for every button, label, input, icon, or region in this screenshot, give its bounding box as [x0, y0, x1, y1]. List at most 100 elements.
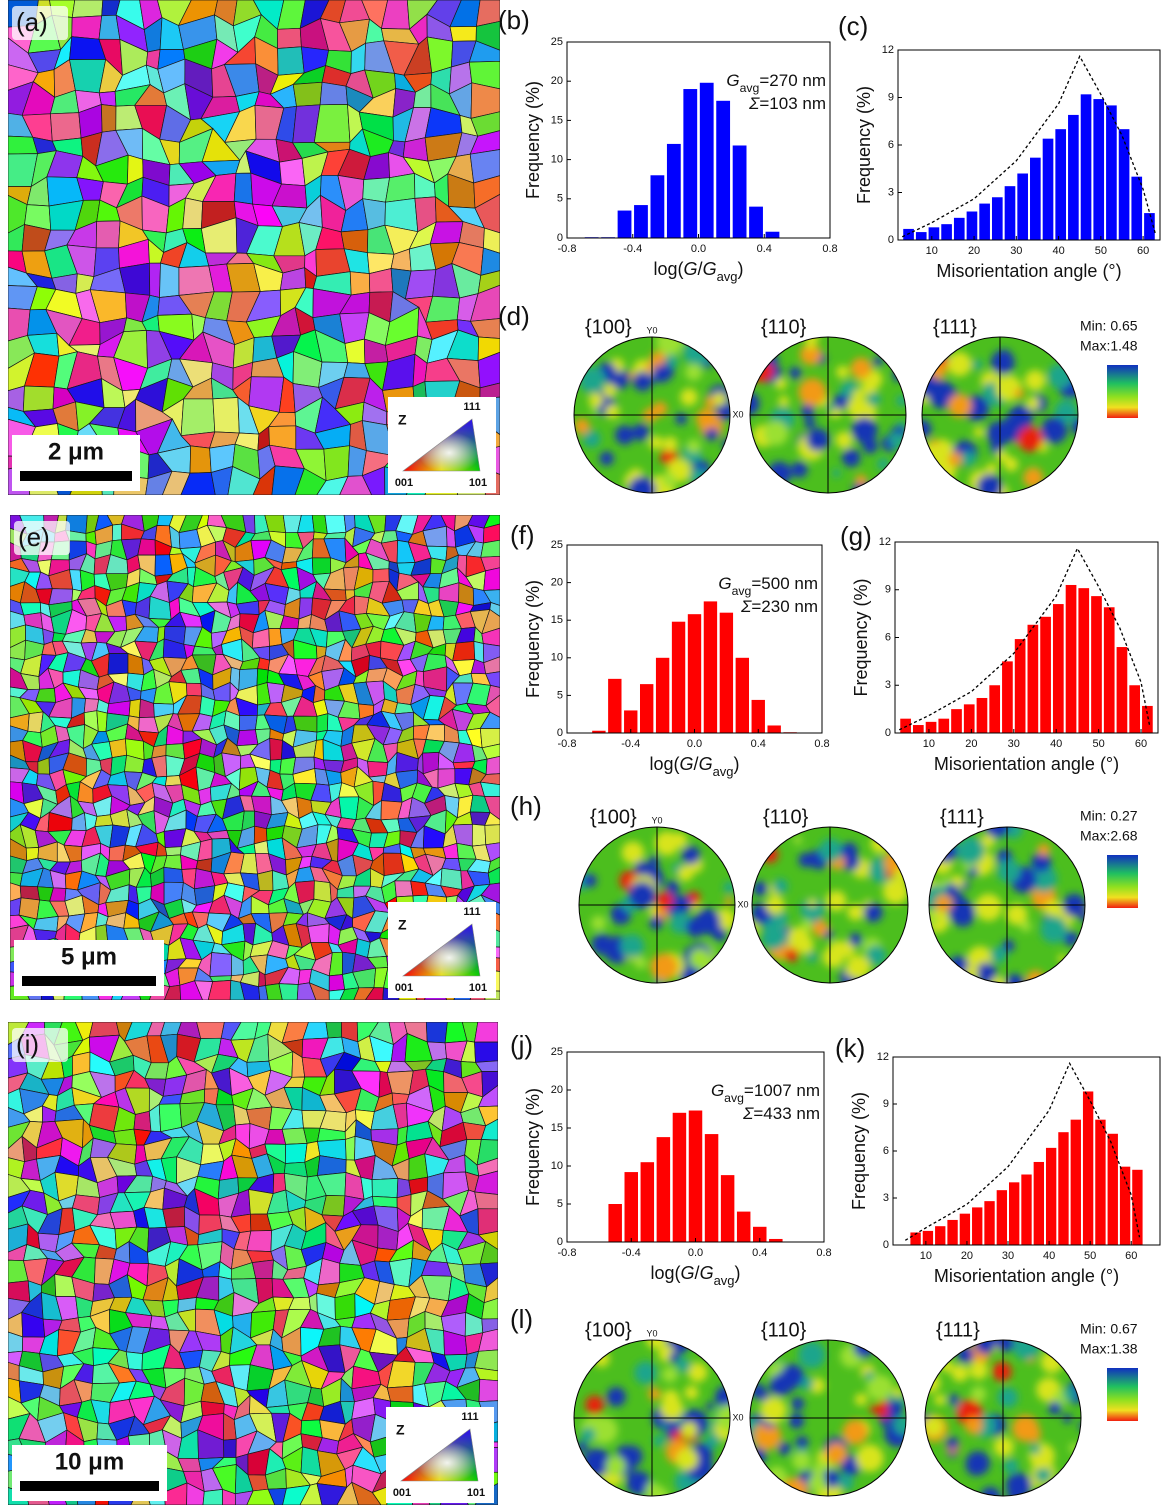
text-part: Misorientation angle (°) — [936, 261, 1121, 281]
y-tick-label: 20 — [551, 577, 563, 589]
y-tick-label: 15 — [551, 614, 563, 626]
intensity-blob — [826, 404, 834, 412]
colorbar — [1107, 855, 1138, 908]
y-tick-label: 15 — [551, 1122, 563, 1134]
bar — [716, 101, 730, 238]
intensity-blob — [1072, 418, 1090, 436]
y-tick-label: 6 — [888, 139, 894, 151]
ipf-pole: 101 — [467, 1487, 485, 1499]
intensity-blob — [684, 1386, 698, 1400]
panel-label: (i) — [16, 1029, 39, 1059]
intensity-blob — [856, 1444, 884, 1472]
intensity-blob — [1048, 364, 1073, 389]
bar — [992, 197, 1003, 240]
x-tick-label: 0.0 — [687, 738, 702, 750]
grain — [363, 178, 390, 203]
x-axis-title: log(G/Gavg) — [651, 1263, 741, 1288]
intensity-blob — [1041, 417, 1067, 443]
panel-label: (d) — [498, 301, 530, 331]
x-tick-label: 0.4 — [751, 738, 766, 750]
pole-figure — [736, 329, 908, 498]
text-part: log( — [651, 1263, 681, 1283]
intensity-blob — [991, 976, 1007, 992]
plane-label: {110} — [763, 806, 809, 828]
grain — [322, 1196, 345, 1217]
y-tick-label: 3 — [888, 186, 894, 198]
intensity-blob — [871, 834, 890, 853]
intensity-blob — [927, 915, 939, 927]
x-tick-label: 60 — [1137, 245, 1149, 257]
grain — [179, 266, 214, 296]
y-tick-label: 20 — [551, 75, 563, 87]
plane-label: {100} — [585, 1319, 632, 1341]
histogram-panel: 0510152025-0.8-0.40.00.40.8Frequency (%)… — [510, 1030, 832, 1288]
bar — [926, 722, 937, 733]
intensity-blob — [1018, 427, 1043, 452]
intensity-blob — [851, 417, 877, 443]
bar — [1066, 585, 1077, 733]
intensity-blob — [600, 451, 614, 465]
intensity-blob — [980, 1487, 1000, 1507]
bar — [640, 684, 653, 733]
bar — [941, 224, 952, 240]
bar — [705, 1134, 718, 1242]
y-axis-title: Frequency (%) — [523, 1088, 543, 1206]
bar — [641, 1162, 654, 1242]
y-tick-label: 5 — [557, 689, 563, 701]
intensity-blob — [829, 940, 843, 954]
intensity-blob — [607, 1387, 626, 1406]
intensity-blob — [864, 903, 883, 922]
intensity-blob — [769, 1373, 792, 1396]
intensity-blob — [851, 358, 872, 379]
x-tick-label: 10 — [923, 738, 935, 750]
intensity-blob — [948, 394, 971, 417]
grain — [426, 725, 445, 742]
grain — [279, 984, 298, 1000]
intensity-blob — [646, 1482, 660, 1496]
panel-label: (l) — [510, 1304, 533, 1334]
x-tick-label: 50 — [1084, 1250, 1096, 1262]
y-axis-title: Frequency (%) — [854, 86, 874, 204]
ipf-pole: 101 — [469, 477, 487, 489]
y-tick-label: 12 — [879, 536, 891, 548]
ipf-pole: 111 — [463, 906, 480, 918]
bar — [667, 144, 681, 238]
intensity-max: Max:1.48 — [1080, 338, 1138, 354]
intensity-max: Max:1.38 — [1080, 1341, 1138, 1357]
grain — [479, 1379, 498, 1401]
text-part: =103 nm — [759, 94, 826, 113]
bar — [1119, 129, 1130, 240]
bar — [984, 1201, 994, 1245]
grain — [190, 446, 211, 473]
text-part: Σ — [748, 94, 760, 113]
pole-figure — [912, 337, 1090, 507]
pole-figure — [574, 328, 734, 504]
scale-bar — [20, 471, 132, 481]
ipf-pole: 001 — [395, 477, 413, 489]
intensity-blob — [808, 1474, 826, 1492]
bar — [618, 211, 632, 238]
intensity-blob — [1063, 1414, 1072, 1423]
y-tick-label: 5 — [557, 193, 563, 205]
intensity-blob — [961, 451, 976, 466]
y-tick-label: 6 — [885, 631, 891, 643]
intensity-blob — [579, 367, 606, 394]
bar — [951, 709, 962, 733]
text-part: G — [726, 71, 739, 90]
x-tick-label: 50 — [1092, 738, 1104, 750]
intensity-blob — [766, 354, 778, 366]
grain — [96, 221, 120, 248]
intensity-min: Min: 0.27 — [1080, 808, 1138, 824]
grain — [224, 1439, 237, 1457]
text-part: avg — [713, 764, 734, 779]
intensity-blob — [798, 378, 826, 406]
pole-figure — [739, 1338, 913, 1508]
bar — [1132, 1170, 1142, 1245]
grain — [72, 0, 103, 18]
bar — [1142, 706, 1153, 733]
intensity-blob — [971, 1386, 987, 1402]
bar — [938, 719, 949, 733]
grain — [160, 263, 180, 297]
bar — [929, 227, 940, 240]
grain — [453, 761, 475, 768]
